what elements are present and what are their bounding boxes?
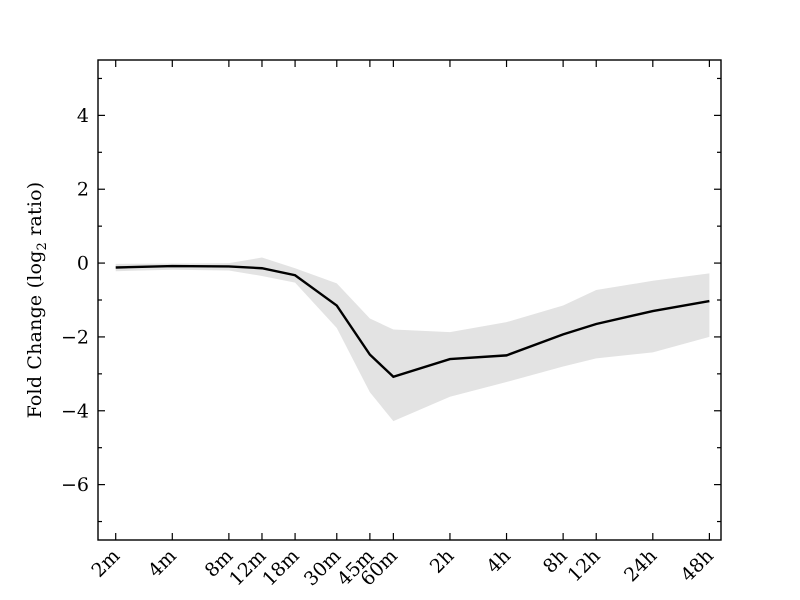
y-tick-label: 2 xyxy=(77,179,89,201)
x-tick-label: 48h xyxy=(677,545,718,586)
x-tick-label: 4h xyxy=(482,545,515,578)
x-tick-label: 24h xyxy=(620,545,661,586)
y-tick-label: 4 xyxy=(77,105,89,127)
x-tick-label: 2h xyxy=(426,545,459,578)
y-tick-label: −6 xyxy=(61,474,89,496)
x-tick-label: 2m xyxy=(87,545,124,582)
mean-line xyxy=(115,264,710,379)
x-tick-label: 18m xyxy=(258,545,303,590)
y-tick-label: −4 xyxy=(61,400,89,422)
x-tick-label: 12m xyxy=(225,545,270,590)
confidence-band xyxy=(115,257,710,422)
x-tick-label: 4m xyxy=(144,545,181,582)
y-tick-label: −2 xyxy=(61,326,89,348)
y-tick-label: 0 xyxy=(77,253,89,275)
x-tick-label: 30m xyxy=(300,545,345,590)
x-tick-label: 12h xyxy=(563,545,604,586)
